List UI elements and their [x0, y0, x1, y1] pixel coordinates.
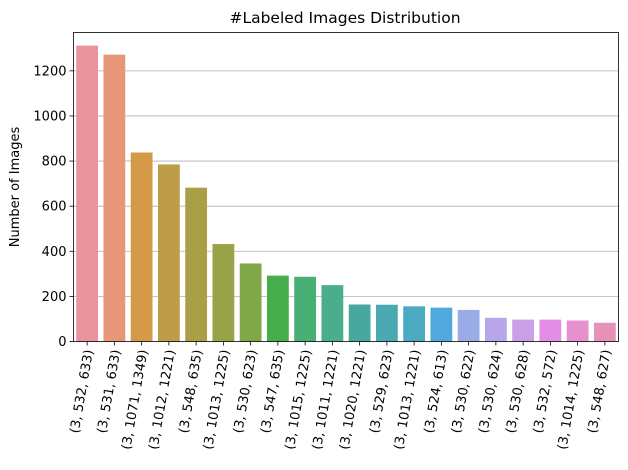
bar [512, 319, 535, 342]
x-tick-label: (3, 547, 635) [258, 349, 287, 435]
bar [539, 319, 562, 342]
bar [266, 275, 289, 342]
x-tick-label: (3, 530, 623) [231, 349, 260, 435]
bar [566, 320, 589, 342]
x-tick-label: (3, 1014, 1225) [555, 349, 587, 451]
x-tick-label: (3, 530, 624) [476, 349, 505, 435]
bar [457, 309, 480, 342]
bar [76, 45, 99, 342]
chart-title: #Labeled Images Distribution [229, 9, 460, 27]
bar [430, 307, 453, 342]
y-tick-label: 1200 [33, 64, 66, 79]
x-tick-label: (3, 1013, 1221) [392, 349, 424, 451]
x-tick-label: (3, 524, 613) [422, 349, 451, 435]
x-tick-label: (3, 1012, 1221) [146, 349, 178, 451]
bar [212, 244, 235, 342]
y-tick-label: 200 [42, 290, 67, 305]
x-tick-label: (3, 529, 623) [367, 349, 396, 435]
x-tick-label: (3, 1011, 1221) [310, 349, 342, 451]
bar [375, 304, 398, 342]
bar [484, 317, 507, 342]
x-tick-label: (3, 1015, 1225) [283, 349, 315, 451]
y-tick-label: 400 [42, 245, 67, 260]
bar [403, 306, 426, 342]
y-tick-label: 600 [42, 200, 67, 215]
bars [76, 45, 616, 342]
bar [348, 304, 371, 342]
y-axis: 0 200 400 600 800 1000 1200 [33, 64, 74, 350]
y-axis-label: Number of Images [8, 127, 23, 248]
x-tick-label: (3, 531, 633) [95, 349, 124, 435]
grid-lines [73, 70, 619, 297]
x-tick-label: (3, 530, 628) [504, 349, 533, 435]
bar [321, 285, 344, 342]
bar [103, 54, 126, 342]
x-tick-label: (3, 548, 627) [585, 349, 614, 435]
x-axis: (3, 532, 633)(3, 531, 633)(3, 1071, 1349… [68, 341, 615, 451]
x-tick-label: (3, 1020, 1221) [337, 349, 369, 451]
bar [185, 187, 208, 342]
plot-frame [73, 32, 619, 342]
y-tick-label: 1000 [33, 109, 66, 124]
y-tick-label: 800 [42, 155, 67, 170]
x-tick-label: (3, 530, 622) [449, 349, 478, 435]
bar [593, 322, 616, 342]
bar [130, 152, 153, 342]
x-tick-label: (3, 532, 633) [68, 349, 97, 435]
x-tick-label: (3, 1013, 1225) [201, 349, 233, 451]
bar [157, 164, 180, 342]
x-tick-label: (3, 532, 572) [531, 349, 560, 435]
x-tick-label: (3, 548, 635) [177, 349, 206, 435]
y-tick-label: 0 [58, 335, 66, 350]
x-tick-label: (3, 1071, 1349) [119, 349, 151, 451]
bar [239, 263, 262, 342]
bar [294, 276, 317, 342]
